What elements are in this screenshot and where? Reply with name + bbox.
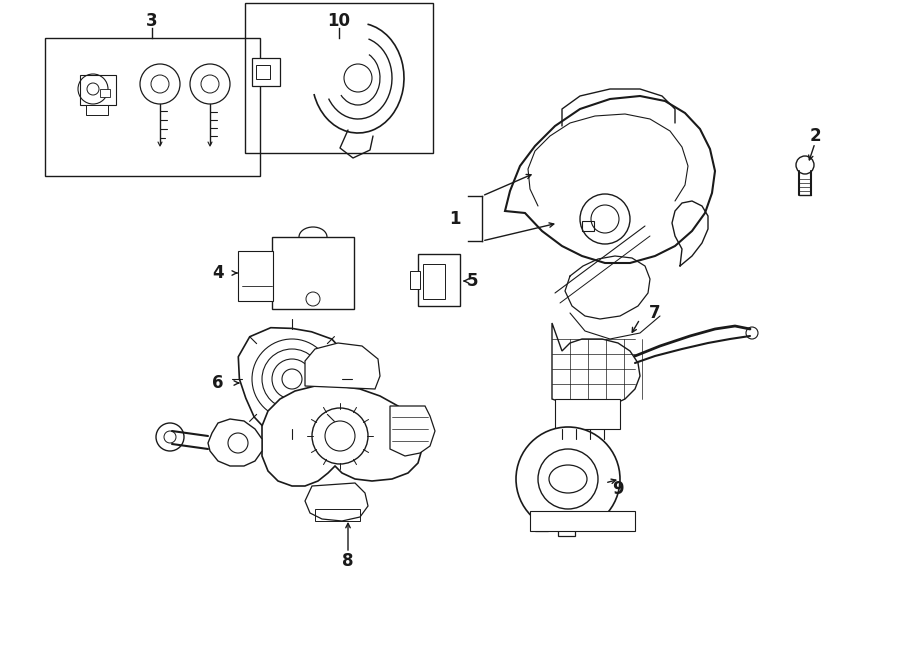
Bar — [100, 89, 110, 97]
Circle shape — [516, 427, 620, 531]
Bar — [315, 509, 360, 521]
Text: 10: 10 — [328, 12, 350, 30]
Bar — [418, 254, 460, 306]
Text: 7: 7 — [649, 304, 661, 322]
Text: 8: 8 — [342, 552, 354, 570]
Bar — [245, 3, 433, 153]
Polygon shape — [505, 96, 715, 263]
Circle shape — [156, 423, 184, 451]
Bar — [555, 399, 620, 429]
Text: 5: 5 — [466, 272, 478, 290]
Text: 6: 6 — [212, 374, 224, 392]
Text: 1: 1 — [449, 210, 461, 227]
Circle shape — [796, 156, 814, 174]
Bar — [582, 221, 594, 231]
Bar — [530, 511, 635, 531]
Polygon shape — [535, 513, 548, 531]
Polygon shape — [305, 343, 380, 389]
Ellipse shape — [549, 465, 587, 493]
Polygon shape — [558, 517, 575, 536]
Polygon shape — [305, 483, 368, 521]
Text: 3: 3 — [146, 12, 158, 30]
Text: 2: 2 — [809, 127, 821, 145]
Text: 4: 4 — [212, 264, 224, 282]
Polygon shape — [262, 386, 422, 486]
Polygon shape — [552, 323, 640, 409]
Bar — [423, 264, 445, 299]
Polygon shape — [86, 105, 108, 115]
Bar — [238, 251, 273, 301]
Text: 9: 9 — [612, 480, 624, 498]
Polygon shape — [208, 419, 262, 466]
Bar — [256, 65, 270, 79]
Bar — [410, 271, 420, 289]
Bar — [272, 237, 354, 309]
Polygon shape — [238, 328, 349, 438]
Polygon shape — [80, 75, 116, 105]
Polygon shape — [390, 406, 435, 456]
Bar — [45, 38, 260, 176]
Bar — [252, 58, 280, 86]
